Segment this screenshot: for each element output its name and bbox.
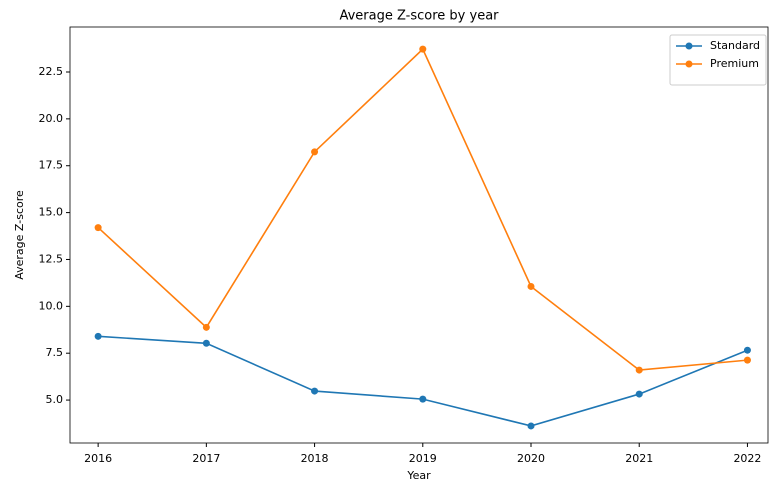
y-tick-label: 5.0 xyxy=(46,393,64,406)
data-point xyxy=(743,356,751,364)
x-tick-label: 2018 xyxy=(301,452,329,465)
chart-title: Average Z-score by year xyxy=(339,9,499,24)
data-point xyxy=(527,282,535,290)
x-tick-label: 2017 xyxy=(192,452,220,465)
x-tick-label: 2021 xyxy=(625,452,653,465)
y-tick-label: 12.5 xyxy=(39,252,64,265)
data-point xyxy=(311,148,319,156)
data-point xyxy=(635,390,643,398)
y-tick-label: 15.0 xyxy=(39,206,64,219)
x-axis-label: Year xyxy=(406,469,431,482)
y-tick-label: 22.5 xyxy=(39,65,64,78)
data-point xyxy=(311,387,319,395)
plot-frame xyxy=(69,26,769,444)
data-point xyxy=(527,422,535,430)
data-point xyxy=(202,339,210,347)
series-line xyxy=(97,47,748,371)
data-point xyxy=(419,45,427,53)
data-point xyxy=(743,346,751,354)
legend-marker xyxy=(685,60,693,68)
legend: Standard Premium xyxy=(669,34,767,86)
series-line xyxy=(98,335,748,427)
legend-marker xyxy=(685,42,693,50)
data-point xyxy=(94,224,102,232)
data-point xyxy=(635,366,643,374)
y-axis-label: Average Z-score xyxy=(13,190,26,280)
data-point xyxy=(419,395,427,403)
legend-label: Standard xyxy=(710,39,760,52)
x-tick-label: 2020 xyxy=(517,452,545,465)
y-tick-label: 7.5 xyxy=(46,346,64,359)
data-point xyxy=(202,323,210,331)
x-tick-label: 2022 xyxy=(733,452,761,465)
legend-box xyxy=(669,34,767,86)
y-tick-label: 10.0 xyxy=(39,299,64,312)
x-tick-label: 2019 xyxy=(409,452,437,465)
y-tick-label: 17.5 xyxy=(39,159,64,172)
y-tick-label: 20.0 xyxy=(39,112,64,125)
x-tick-label: 2016 xyxy=(84,452,112,465)
legend-label: Premium xyxy=(710,57,759,70)
data-point xyxy=(94,332,102,340)
